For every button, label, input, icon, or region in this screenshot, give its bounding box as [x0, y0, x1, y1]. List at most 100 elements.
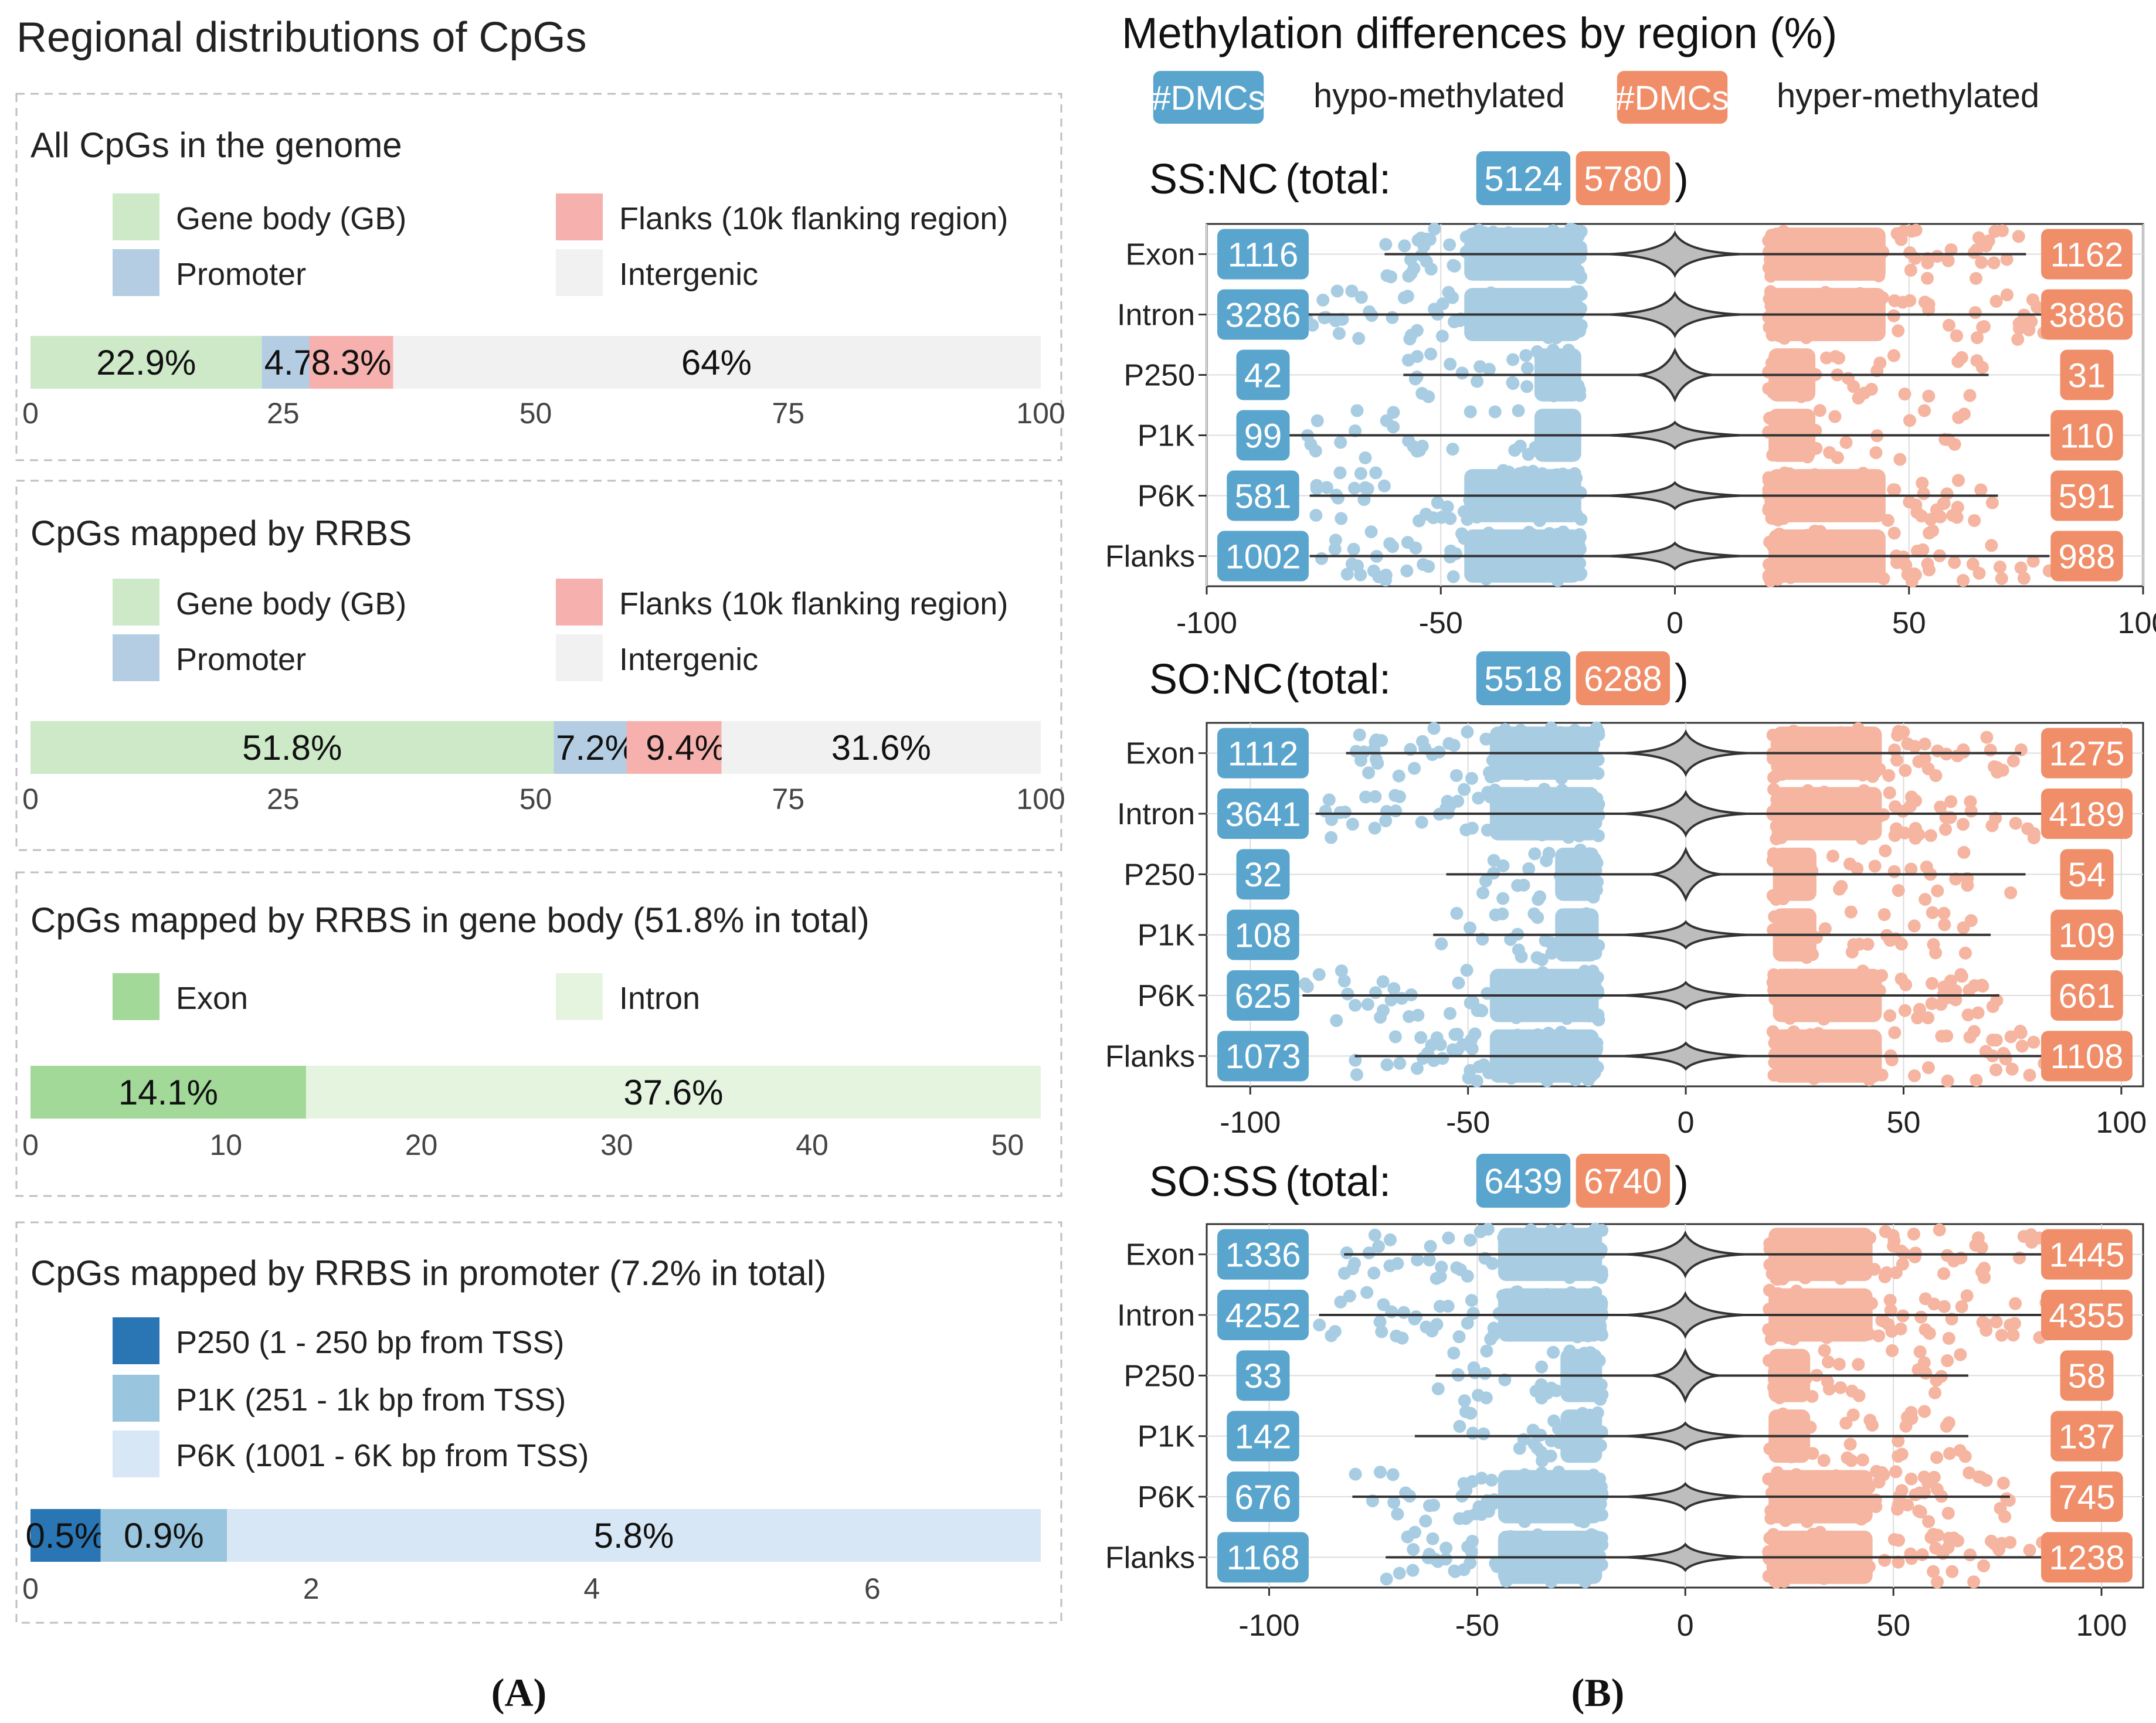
bar-segment-label: 8.3% — [311, 343, 392, 382]
hypo-point — [1544, 1224, 1558, 1238]
hypo-point — [1589, 1371, 1602, 1385]
hyper-point — [1821, 1036, 1835, 1050]
hypo-point — [1410, 444, 1424, 458]
hyper-point — [1931, 1575, 1944, 1589]
dmc-hyper-count-bg — [2041, 1229, 2133, 1280]
hypo-point — [1516, 1324, 1529, 1337]
hyper-point — [1768, 1048, 1781, 1061]
hypo-point — [1513, 1442, 1526, 1455]
dmc-hyper-count: 1162 — [2050, 236, 2124, 274]
hypo-point — [1387, 406, 1400, 419]
dmc-region-label: P1K — [1138, 419, 1196, 453]
hyper-point — [1958, 946, 1972, 960]
x-tick-label: 20 — [405, 1129, 438, 1161]
hyper-point — [1950, 329, 1964, 342]
hypo-point — [1517, 265, 1531, 278]
hypo-point — [1369, 466, 1383, 480]
hypo-point — [1350, 1068, 1363, 1082]
dmc-hypo-count: 108 — [1235, 917, 1292, 955]
hyper-point — [1899, 558, 1913, 572]
hypo-point — [1472, 791, 1485, 805]
hypo-point — [1536, 1454, 1549, 1467]
hyper-point — [2014, 561, 2028, 575]
hypo-point — [1465, 1294, 1478, 1307]
hyper-point — [1838, 480, 1852, 494]
hyper-point — [2011, 332, 2025, 346]
hypo-point — [1503, 235, 1516, 248]
legend-swatch — [113, 1375, 159, 1422]
dmc-x-tick-label: 100 — [2076, 1609, 2127, 1643]
hyper-point — [1774, 508, 1787, 522]
hyper-point — [1786, 328, 1800, 341]
dmc-violin — [1624, 920, 1747, 950]
hypo-point — [1490, 1560, 1504, 1574]
dmc-total-hyper-bg — [1576, 651, 1671, 705]
hypo-point — [1583, 1562, 1596, 1575]
hyper-point — [1767, 1528, 1780, 1541]
dmc-x-tick-label: -100 — [1220, 1106, 1281, 1140]
hyper-point — [1971, 331, 1984, 345]
hyper-point — [1851, 862, 1864, 875]
hyper-point — [1781, 1002, 1795, 1015]
x-tick-label: 50 — [992, 1129, 1024, 1161]
hypo-point — [1553, 1436, 1566, 1449]
hyper-point — [1826, 1237, 1839, 1250]
hyper-point — [1819, 1294, 1832, 1307]
dmc-hypo-count-bg — [1217, 728, 1309, 779]
dmc-hypo-count-bg — [1217, 1290, 1309, 1340]
hyper-point — [1801, 1515, 1814, 1528]
hypo-point — [1587, 891, 1600, 904]
hyper-point — [1887, 349, 1900, 362]
hypo-point — [1372, 1240, 1386, 1253]
hyper-point — [1762, 483, 1775, 497]
hypo-point — [1439, 1541, 1453, 1555]
x-tick-label: 6 — [864, 1572, 881, 1605]
hyper-point — [1878, 1554, 1892, 1567]
bar-segment-label: 51.8% — [242, 728, 342, 767]
hyper-point — [1828, 410, 1842, 423]
hypo-point — [1565, 360, 1578, 373]
hypo-point — [1383, 537, 1397, 550]
hyper-point — [1989, 294, 2003, 308]
hypo-point — [1562, 344, 1576, 357]
dmc-x-tick-label: -50 — [1419, 606, 1463, 640]
dmc-violin — [1624, 729, 1747, 777]
hyper-point — [1846, 257, 1860, 270]
hyper-point — [1802, 1491, 1815, 1505]
hyper-point — [1827, 1250, 1841, 1264]
hyper-point — [1909, 223, 1923, 237]
hyper-point — [2014, 1024, 2027, 1038]
hypo-point — [1496, 859, 1510, 872]
hypo-point — [1546, 796, 1559, 809]
hypo-point — [1561, 758, 1575, 772]
hypo-point — [1343, 1289, 1356, 1303]
hyper-point — [1786, 1296, 1800, 1310]
hyper-point — [1868, 1263, 1881, 1276]
dmc-x-tick-label: 50 — [1892, 606, 1926, 640]
hypo-point — [1516, 1056, 1529, 1069]
hyper-point — [1789, 855, 1802, 869]
hyper-point — [1964, 795, 1977, 808]
hypo-point — [1364, 525, 1378, 539]
hypo-point — [1422, 1253, 1436, 1267]
hypo-point — [1506, 376, 1519, 389]
hypo-point — [1481, 786, 1495, 799]
hyper-point — [1957, 573, 1970, 587]
hyper-point — [1894, 1322, 1907, 1335]
dmc-plot-frame — [1206, 722, 2144, 1088]
hyper-point — [1908, 740, 1921, 753]
x-tick-label: 75 — [772, 397, 804, 430]
hyper-point — [1907, 1228, 1920, 1241]
hyper-point — [1988, 225, 2002, 238]
hypo-point — [1535, 1042, 1549, 1056]
hyper-point — [1950, 511, 1964, 524]
hypo-point — [1485, 1473, 1498, 1487]
hyper-point — [1847, 740, 1860, 753]
dmc-x-tick-label: 100 — [2096, 1106, 2147, 1140]
hyper-point — [1883, 1293, 1897, 1307]
hypo-point — [1441, 1300, 1455, 1313]
hypo-point — [1435, 1260, 1448, 1274]
hypo-point — [1537, 237, 1551, 250]
hyper-point — [1926, 977, 1939, 990]
hyper-point — [1888, 829, 1902, 842]
